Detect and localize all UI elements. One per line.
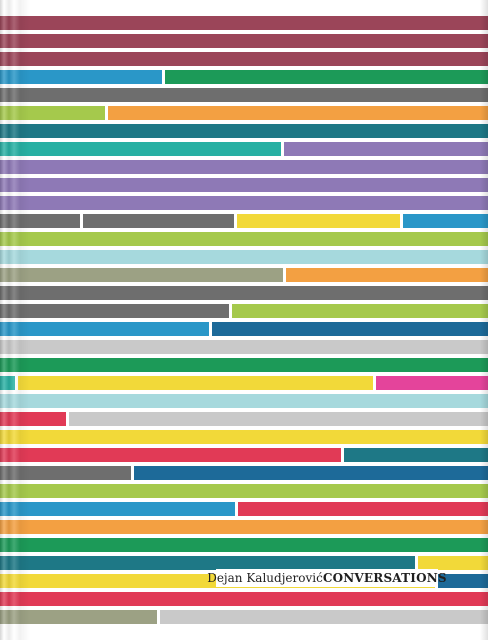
stripe-yellow: [237, 214, 400, 228]
stripe-lime: [232, 304, 488, 318]
stripe-turquoise: [0, 142, 281, 156]
stripe-yellow: [0, 430, 488, 444]
stripe-teal: [344, 448, 488, 462]
stripe-teal: [0, 556, 415, 570]
stripe-gray: [83, 214, 234, 228]
stripe-pink: [376, 376, 488, 390]
stripe-purple: [284, 142, 488, 156]
stripe-darkblue: [438, 574, 488, 588]
stripe-blue: [0, 322, 209, 336]
stripe-purple: [0, 196, 488, 210]
stripe-green: [0, 358, 488, 372]
stripe-teal: [0, 124, 488, 138]
stripe-red: [0, 592, 488, 606]
stripe-lightblue: [0, 250, 488, 264]
stripe-silver: [69, 412, 488, 426]
stripe-silver: [0, 340, 488, 354]
stripe-orange: [108, 106, 488, 120]
stripe-gray: [0, 286, 488, 300]
stripe-blue: [403, 214, 488, 228]
stripe-maroon: [0, 34, 488, 48]
stripe-red: [0, 448, 341, 462]
stripe-red: [238, 502, 488, 516]
stripe-gray: [0, 88, 488, 102]
stripe-orange: [0, 520, 488, 534]
stripe-olive: [0, 268, 283, 282]
stripe-purple: [0, 178, 488, 192]
stripe-darkblue: [134, 466, 488, 480]
stripe-lime: [0, 232, 488, 246]
stripe-olive: [0, 610, 157, 624]
stripe-green: [0, 538, 488, 552]
stripe-gray: [0, 214, 80, 228]
stripe-green: [165, 70, 488, 84]
stripe-purple: [0, 160, 488, 174]
stripe-lime: [0, 484, 488, 498]
title-label: Dejan Kaludjerović CONVERSATIONS: [207, 569, 447, 587]
stripe-lightblue: [0, 394, 488, 408]
stripe-gray: [0, 466, 131, 480]
stripe-silver: [160, 610, 488, 624]
stripe-darkblue: [212, 322, 488, 336]
stripe-maroon: [0, 52, 488, 66]
stripe-blue: [0, 502, 235, 516]
stripe-turquoise: [0, 376, 15, 390]
stripe-maroon: [0, 16, 488, 30]
stripe-blue: [0, 70, 162, 84]
stripe-yellow: [18, 376, 373, 390]
stripe-yellow: [418, 556, 488, 570]
author-name: Dejan Kaludjerović: [207, 571, 323, 585]
stripe-red: [0, 412, 66, 426]
stripe-gray: [0, 304, 229, 318]
stripe-lime: [0, 106, 105, 120]
stripe-orange: [286, 268, 488, 282]
book-title: CONVERSATIONS: [322, 571, 447, 585]
